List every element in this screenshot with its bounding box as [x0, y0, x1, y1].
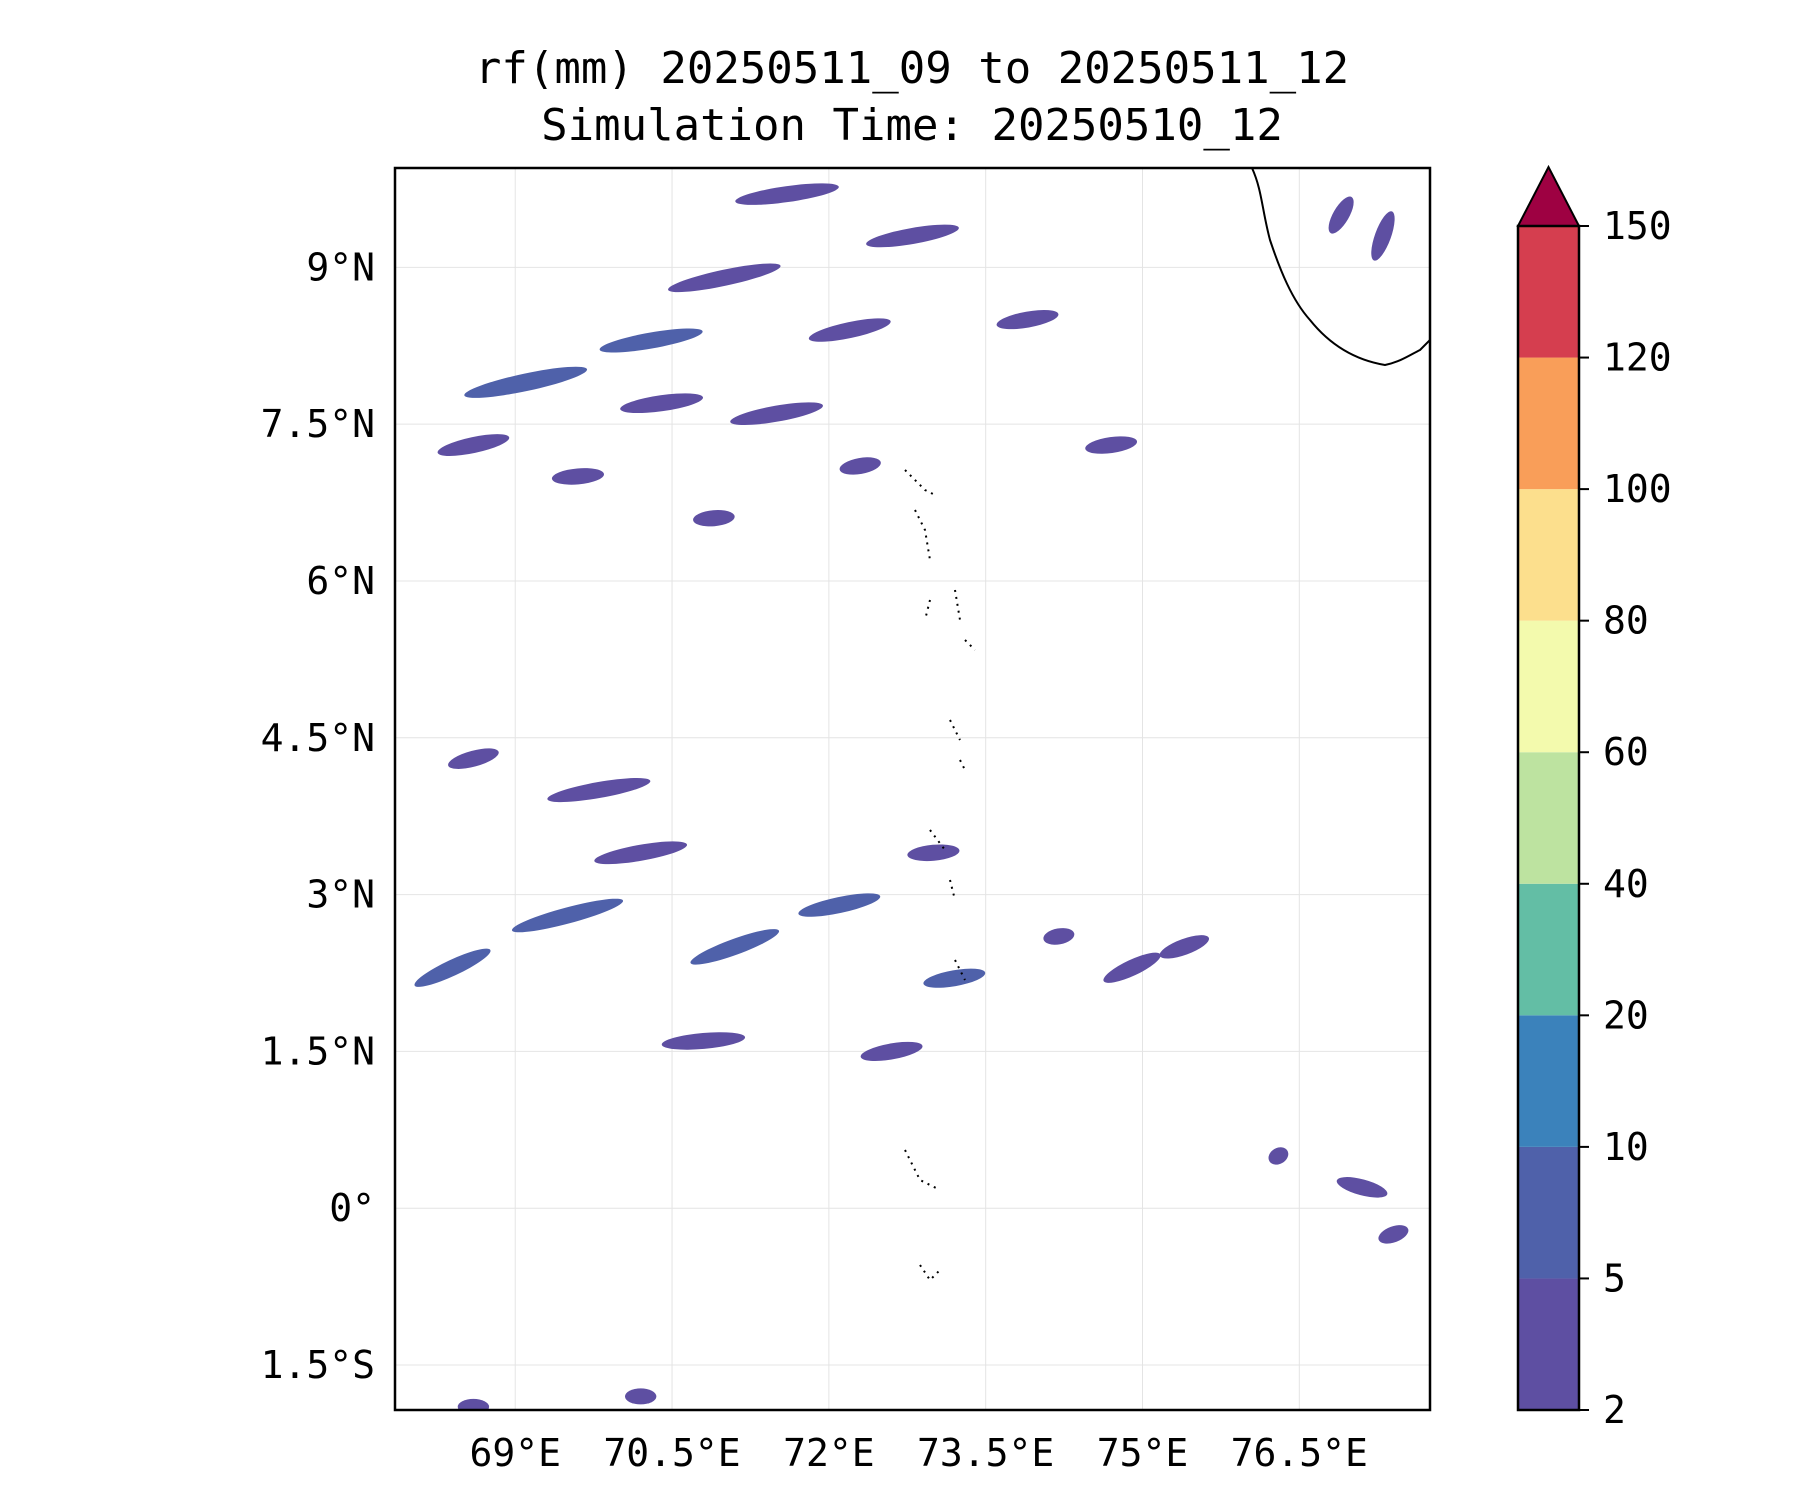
rain-contour	[1371, 211, 1395, 261]
rain-contour	[866, 224, 959, 248]
rain-contour	[690, 929, 780, 965]
colorbar-label: 10	[1603, 1125, 1649, 1169]
y-tick-label: 7.5°N	[261, 402, 375, 446]
rain-contour	[448, 748, 499, 769]
rain-contour	[1378, 1225, 1409, 1244]
rain-contour	[907, 844, 960, 862]
y-tick-label: 1.5°N	[261, 1029, 375, 1073]
colorbar-segment	[1518, 620, 1579, 753]
rain-contour	[625, 1388, 657, 1405]
colorbar-label: 120	[1603, 336, 1672, 380]
colorbar-segment	[1518, 357, 1579, 490]
rain-contour	[839, 457, 881, 475]
colorbar-segments	[1518, 226, 1579, 1410]
india-coastline	[1251, 168, 1430, 367]
colorbar: 2 5 10 20 40 60 80 100 120 150	[1516, 164, 1672, 1432]
colorbar-segment	[1518, 752, 1579, 884]
colorbar-frame	[1516, 224, 1581, 1412]
x-tick-label: 72°E	[783, 1431, 875, 1475]
y-tick-label: 6°N	[306, 559, 375, 603]
rain-contour	[1043, 928, 1075, 945]
colorbar-label: 100	[1603, 467, 1672, 511]
rain-contour	[693, 510, 735, 527]
rain-contour	[808, 318, 891, 342]
rain-contour	[1268, 1147, 1289, 1165]
colorbar-label: 150	[1603, 204, 1672, 248]
maldives-atolls	[904, 469, 976, 1282]
rain-contour	[661, 1032, 746, 1050]
x-tick-label: 69°E	[469, 1431, 561, 1475]
rain-contour	[860, 1041, 923, 1061]
rain-contour	[414, 948, 491, 987]
y-tick-label: 9°N	[306, 245, 375, 289]
y-tick-label: 1.5°S	[261, 1343, 375, 1387]
rain-contour	[437, 434, 510, 456]
colorbar-label: 5	[1603, 1256, 1626, 1300]
rain-contour	[511, 898, 624, 933]
colorbar-segment	[1518, 883, 1579, 1016]
colorbar-label: 60	[1603, 730, 1649, 774]
x-tick-label: 70.5°E	[603, 1431, 740, 1475]
colorbar-segment	[1518, 1146, 1579, 1279]
map-area	[393, 166, 1432, 1412]
x-tick-label: 73.5°E	[917, 1431, 1054, 1475]
map-frame	[393, 166, 1432, 1412]
colorbar-label: 20	[1603, 993, 1649, 1037]
x-tick-label: 76.5°E	[1231, 1431, 1368, 1475]
rain-contour	[1159, 935, 1210, 959]
map-background	[395, 168, 1430, 1410]
colorbar-segment	[1518, 226, 1579, 358]
rain-contour	[668, 263, 781, 293]
rain-contour	[735, 183, 839, 205]
colorbar-labels: 2 5 10 20 40 60 80 100 120 150	[1579, 204, 1672, 1432]
rain-contour	[594, 841, 688, 865]
rain-contour	[923, 968, 986, 988]
rain-contour	[599, 328, 703, 353]
colorbar-extend-triangle	[1516, 164, 1581, 227]
colorbar-segment	[1518, 489, 1579, 621]
rain-contour	[1336, 1177, 1388, 1198]
rainfall-contours	[414, 183, 1409, 1410]
y-tick-label: 3°N	[306, 873, 375, 917]
rain-contour	[1328, 196, 1354, 234]
rain-contour	[996, 310, 1059, 330]
rain-contour	[730, 402, 823, 426]
x-axis-ticks: 69°E 70.5°E 72°E 73.5°E 75°E 76.5°E	[469, 1431, 1367, 1475]
coastline	[904, 168, 1430, 1282]
rain-contour	[457, 1398, 490, 1410]
rain-contour	[1103, 952, 1161, 983]
colorbar-label: 2	[1603, 1388, 1626, 1432]
rain-contour	[547, 778, 651, 803]
rain-contour	[1085, 436, 1138, 454]
colorbar-label: 80	[1603, 599, 1649, 643]
y-tick-label: 4.5°N	[261, 716, 375, 760]
rain-contour	[620, 393, 704, 414]
map-title-line2: Simulation Time: 20250510_12	[541, 100, 1283, 151]
y-tick-label: 0°	[329, 1186, 375, 1230]
gridlines	[395, 168, 1430, 1410]
rain-contour	[551, 468, 605, 485]
colorbar-segment	[1518, 1015, 1579, 1147]
colorbar-label: 40	[1603, 862, 1649, 906]
rain-contour	[464, 366, 588, 398]
rain-contour	[798, 893, 881, 917]
x-tick-label: 75°E	[1097, 1431, 1189, 1475]
map-title-line1: rf(mm) 20250511_09 to 20250511_12	[475, 43, 1349, 94]
colorbar-segment	[1518, 1278, 1579, 1410]
y-axis-ticks: 9°N 7.5°N 6°N 4.5°N 3°N 1.5°N 0° 1.5°S	[261, 245, 375, 1387]
